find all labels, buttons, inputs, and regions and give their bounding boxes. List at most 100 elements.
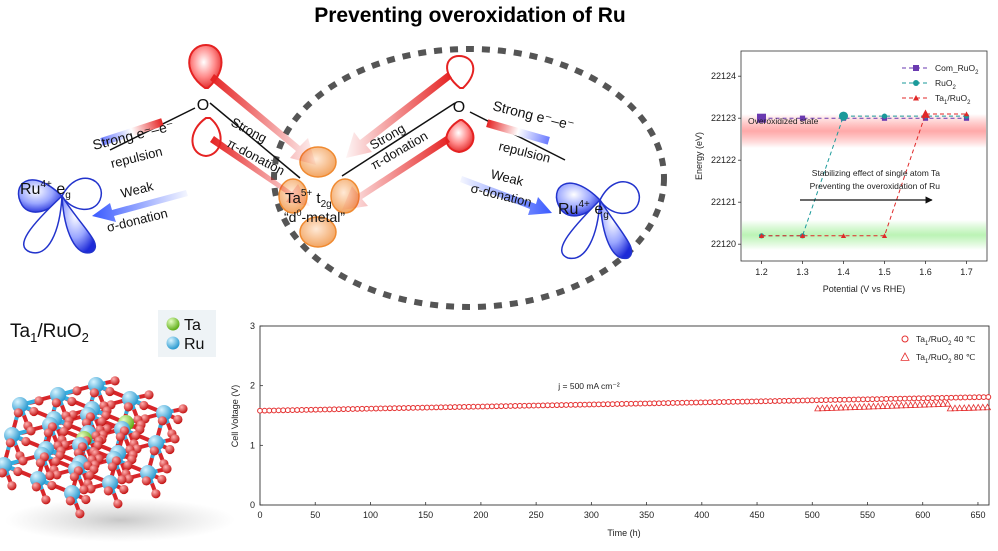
cell-point-40c [516, 402, 523, 409]
cell-point-40c [753, 398, 760, 405]
cell-point-40c [836, 396, 843, 403]
o-atom [144, 390, 154, 400]
overoxidized-annotation: Overoxidized state [748, 116, 819, 126]
structure-shadow [5, 498, 235, 542]
cell-point-40c [591, 401, 597, 408]
cell-point-80c [846, 403, 854, 411]
o-atom [41, 495, 51, 505]
o-atom [123, 460, 133, 471]
cell-point-80c [916, 400, 924, 408]
cell-point-80c [906, 401, 915, 408]
cell-legend-label: Ta1/RuO2 40 ℃ [916, 334, 976, 347]
cell-point-40c [669, 400, 676, 406]
energy-point [799, 233, 806, 239]
energy-xtick-label: 1.6 [919, 267, 932, 277]
cell-point-40c [530, 402, 537, 409]
cell-xtick-label: 0 [257, 510, 262, 520]
cell-point-40c [966, 394, 973, 401]
energy-point [757, 113, 766, 123]
cell-plot-frame [259, 325, 990, 506]
cell-point-40c [470, 403, 477, 410]
cell-point-40c [368, 405, 375, 412]
cell-ytick-label: 2 [250, 381, 255, 391]
cell-point-40c [878, 396, 885, 402]
stabilizing-annotation-2: Preventing the overoxidation of Ru [810, 181, 941, 191]
cell-point-40c [888, 395, 894, 402]
cell-point-80c [965, 403, 973, 411]
cell-point-40c [962, 394, 969, 401]
cell-point-40c [925, 395, 931, 402]
cell-point-40c [345, 406, 352, 412]
o-atom [13, 408, 23, 418]
cell-legend-marker [901, 335, 909, 343]
cell-point-40c [261, 407, 268, 414]
cell-point-40c [424, 404, 430, 411]
cell-point-80c [934, 400, 943, 407]
cell-point-80c [814, 404, 822, 412]
ru-eg-orbital-left [17, 177, 103, 254]
cell-point-40c [567, 401, 574, 408]
cell-point-80c [969, 403, 978, 411]
atom-legend-box [158, 310, 216, 357]
cell-point-40c [897, 395, 904, 402]
reduced-band [742, 220, 986, 250]
cell-xtick-label: 550 [860, 510, 875, 520]
cell-point-40c [827, 397, 834, 403]
cell-point-40c [507, 403, 514, 409]
cell-point-40c [785, 397, 792, 404]
o-atom [141, 476, 151, 486]
energy-ytick-label: 22124 [711, 71, 736, 81]
crystal-structure-panel: Ta1/RuO2 Ta Ru [0, 310, 235, 542]
o-atom [75, 509, 85, 519]
cell-point-40c [929, 395, 936, 401]
o-atom [18, 456, 28, 466]
o-atom [31, 482, 41, 492]
page-title: Preventing overoxidation of Ru [314, 4, 626, 27]
energy-xtick-label: 1.5 [878, 267, 891, 277]
o-atom [151, 489, 161, 499]
o-atom [107, 462, 117, 472]
cell-point-40c [502, 403, 509, 409]
cell-point-40c [410, 404, 416, 411]
cell-point-40c [284, 407, 291, 414]
cell-point-40c [799, 397, 806, 404]
cell-ytick-label: 3 [250, 321, 255, 331]
o-atom [123, 402, 133, 412]
cell-xtick-label: 650 [970, 510, 985, 520]
cell-point-40c [438, 404, 444, 411]
cell-point-40c [521, 402, 528, 409]
rutile-lattice [0, 376, 188, 519]
weak-left: Weak [119, 178, 155, 201]
cell-point-40c [901, 395, 908, 402]
cell-point-40c [428, 404, 435, 411]
o-atom [124, 474, 134, 484]
o-atom [131, 430, 141, 441]
o-atom [105, 386, 115, 397]
energy-point [921, 109, 930, 118]
cell-point-40c [554, 402, 560, 409]
cell-point-40c [679, 399, 686, 406]
o-left-label: O [197, 97, 209, 114]
ru-right-label: Ru4+ eg [558, 199, 609, 221]
cell-point-40c [335, 406, 342, 413]
cell-point-40c [906, 395, 913, 402]
cell-point-40c [776, 398, 783, 404]
o-atom [79, 485, 89, 495]
energy-ytick-label: 22121 [711, 197, 736, 207]
o-atom [119, 484, 129, 495]
cell-point-80c [855, 402, 864, 410]
cell-point-40c [581, 401, 588, 408]
o-atom [97, 416, 107, 427]
cell-point-40c [308, 406, 314, 413]
o-atom [0, 468, 7, 478]
cell-point-40c [373, 405, 379, 412]
cell-point-40c [767, 398, 774, 405]
cell-point-40c [484, 403, 491, 410]
cell-point-80c [888, 401, 896, 409]
o-p-orbital-right [445, 54, 475, 154]
cell-point-80c [974, 403, 982, 411]
ru-left-label: Ru4+ eg [20, 179, 71, 201]
cell-point-40c [646, 400, 653, 407]
cell-point-40c [832, 396, 839, 403]
cell-point-40c [563, 402, 570, 408]
